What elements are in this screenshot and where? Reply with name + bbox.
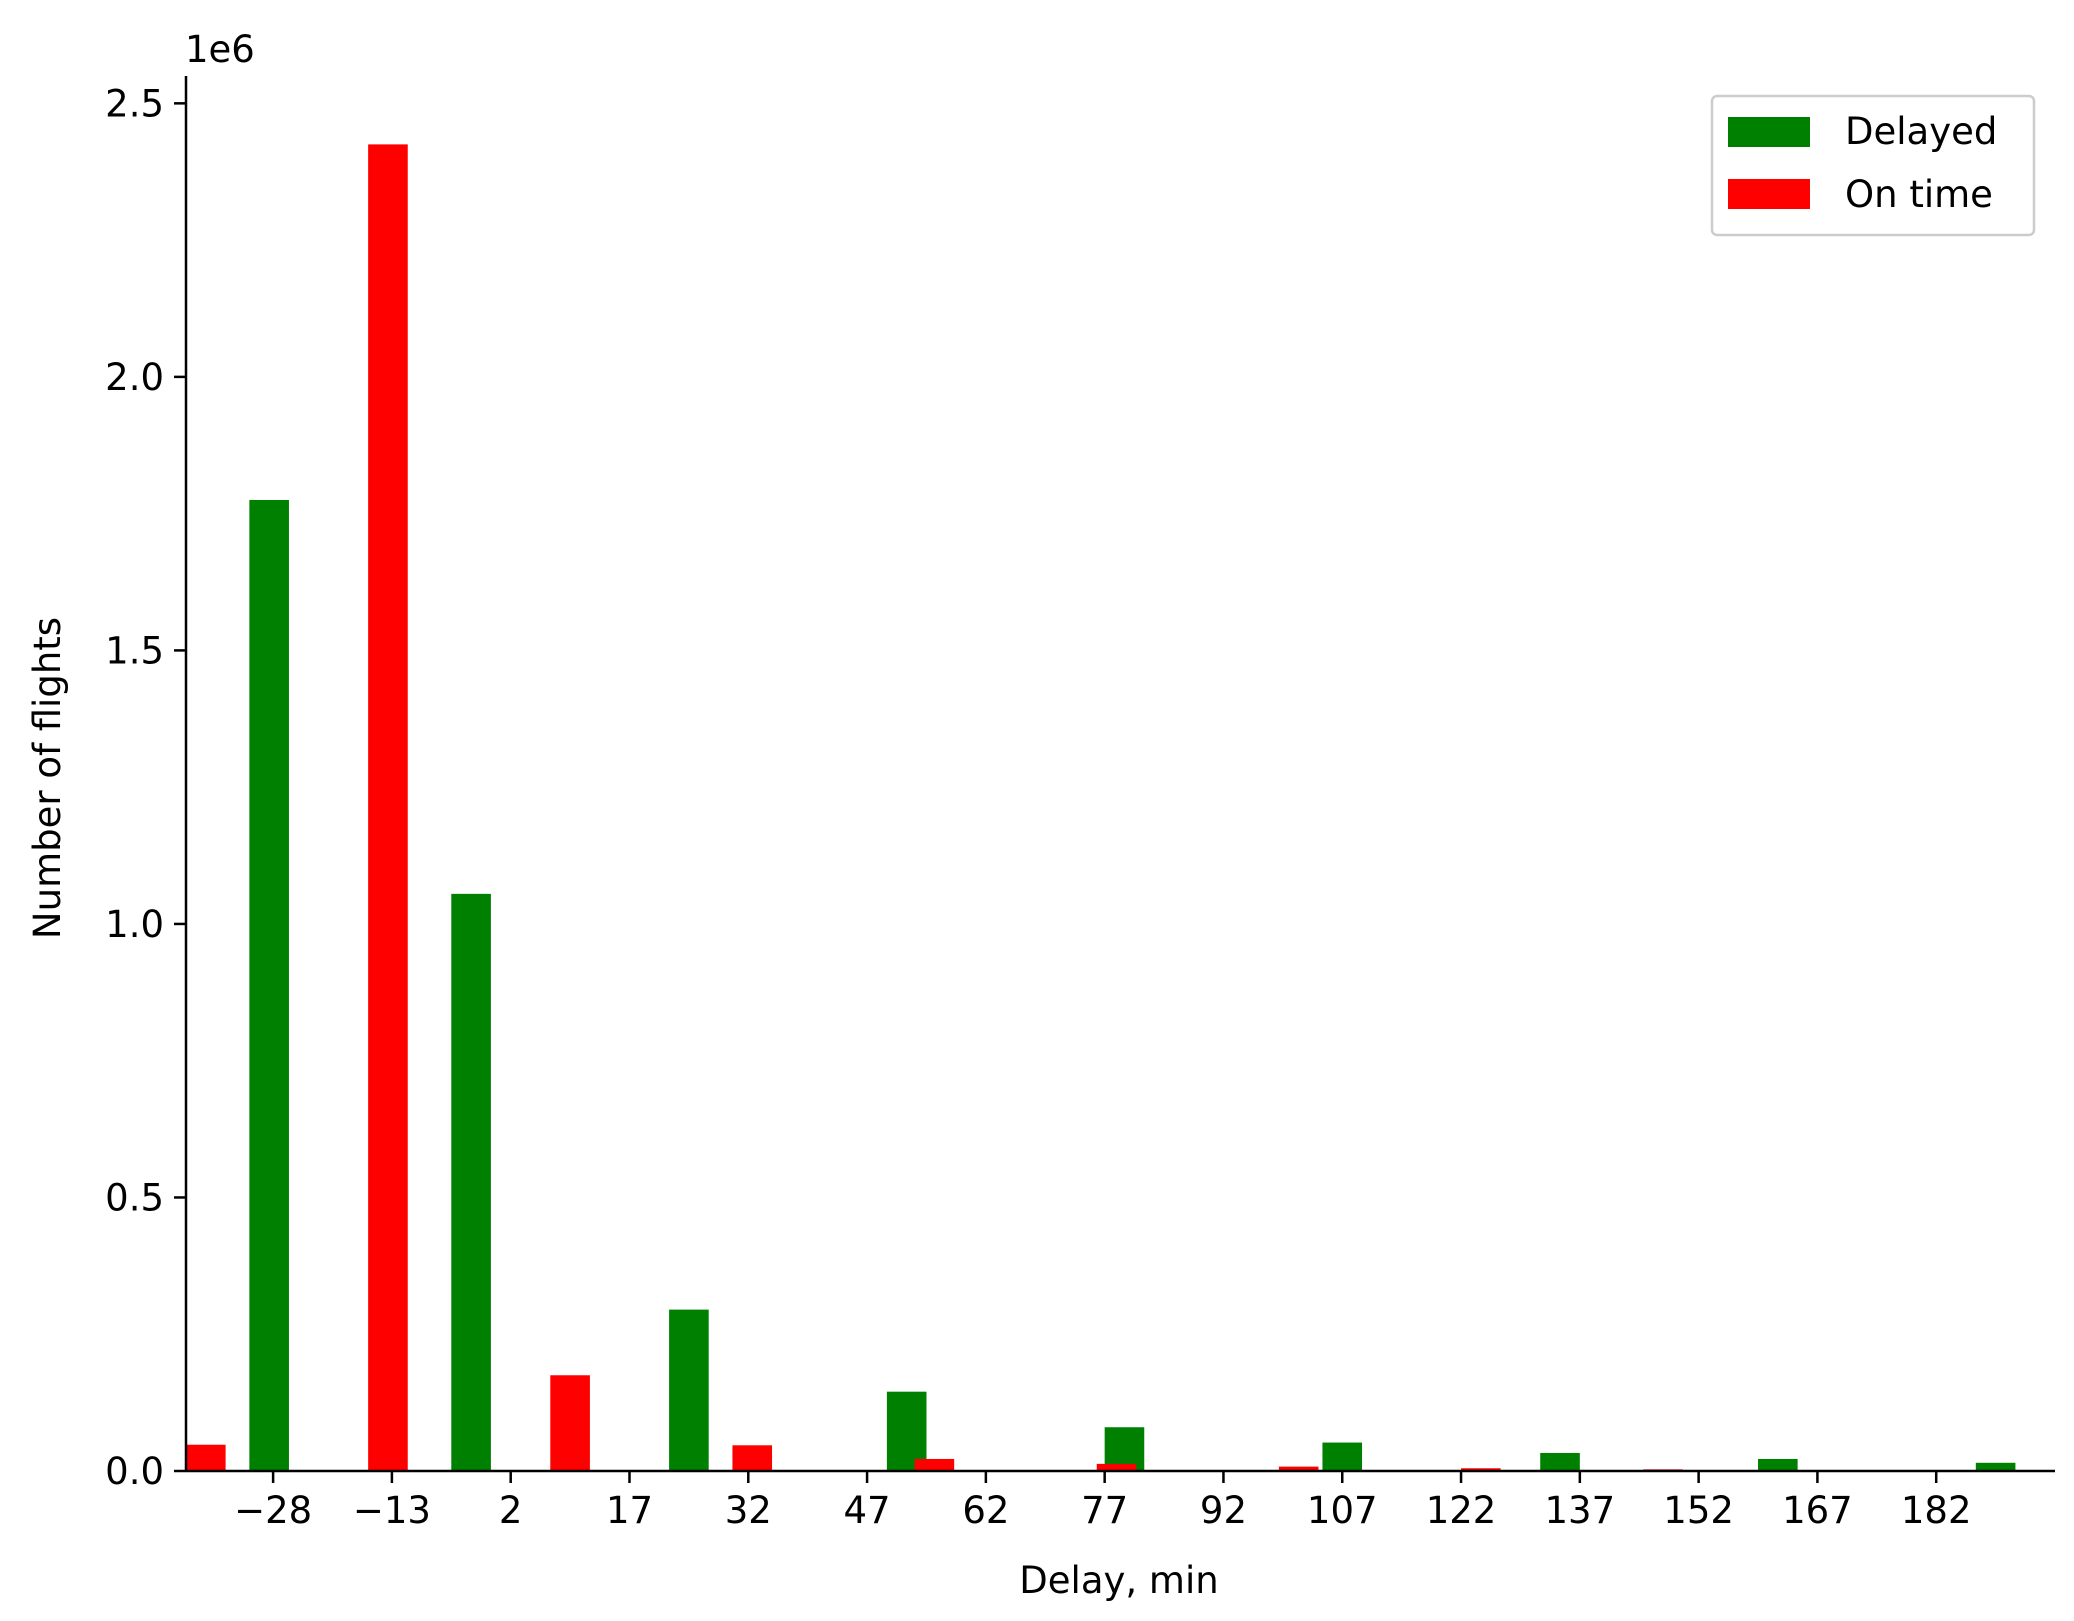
y-axis-label: Number of flights	[26, 617, 69, 939]
x-tick-label: −13	[353, 1489, 431, 1532]
bar-on-time-3	[732, 1445, 773, 1471]
x-tick-label: 32	[725, 1489, 772, 1532]
bar-on-time-0	[186, 1444, 226, 1471]
bar-delayed-1	[451, 893, 491, 1471]
bar-on-time-6	[1278, 1466, 1319, 1471]
x-tick-label: 137	[1545, 1489, 1616, 1532]
bar-delayed-8	[1975, 1462, 2016, 1471]
x-tick-label: −28	[234, 1489, 312, 1532]
bar-delayed-5	[1322, 1442, 1363, 1471]
bar-delayed-0	[249, 499, 289, 1472]
x-tick-label: 122	[1426, 1489, 1497, 1532]
bar-delayed-4	[1104, 1427, 1145, 1471]
bar-on-time-1	[368, 144, 408, 1471]
bar-on-time-5	[1096, 1463, 1137, 1471]
x-axis-label: Delay, min	[1019, 1559, 1218, 1602]
ticks-layer: −28 −13 2 17 32 47 62 77 92 107 122 137 152 167 182 0.0…	[105, 82, 1971, 1532]
bar-on-time-7	[1461, 1468, 1501, 1471]
bar-on-time-2	[550, 1375, 590, 1471]
x-tick-label: 17	[606, 1489, 653, 1532]
x-tick-label: 62	[962, 1489, 1009, 1532]
x-tick-label: 167	[1782, 1489, 1853, 1532]
axes-layer	[184, 76, 2055, 1473]
bar-delayed-7	[1758, 1458, 1798, 1471]
x-tick-label: 152	[1663, 1489, 1734, 1532]
legend-swatch-on-time	[1728, 179, 1810, 209]
bar-delayed-2	[669, 1309, 709, 1471]
bar-delayed-3	[886, 1391, 927, 1471]
x-tick-label: 182	[1901, 1489, 1972, 1532]
x-tick-label: 2	[499, 1489, 523, 1532]
legend-swatch-delayed	[1728, 117, 1810, 147]
bar-on-time-4	[914, 1458, 955, 1471]
y-tick-label: 0.0	[105, 1450, 164, 1493]
y-tick-label: 1.5	[105, 629, 164, 672]
y-offset-label: 1e6	[185, 28, 255, 71]
legend-label-on-time: On time	[1845, 173, 1993, 216]
bars-layer	[186, 144, 2016, 1472]
x-tick-label: 47	[844, 1489, 891, 1532]
x-tick-label: 77	[1081, 1489, 1128, 1532]
y-tick-label: 2.5	[105, 82, 164, 125]
bar-delayed-6	[1540, 1452, 1580, 1471]
y-tick-label: 1.0	[105, 903, 164, 946]
legend: Delayed On time	[1710, 94, 2036, 237]
x-tick-label: 107	[1307, 1489, 1378, 1532]
x-tick-label: 92	[1200, 1489, 1247, 1532]
legend-label-delayed: Delayed	[1845, 110, 1997, 153]
y-tick-label: 0.5	[105, 1176, 164, 1219]
y-tick-label: 2.0	[105, 356, 164, 399]
